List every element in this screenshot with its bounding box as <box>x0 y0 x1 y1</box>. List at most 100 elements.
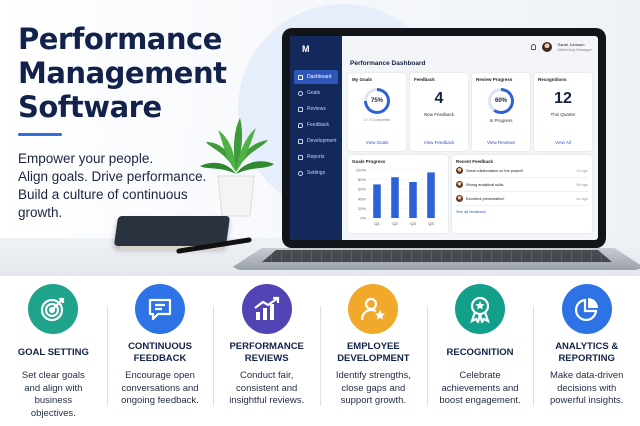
card-title: Review Progress <box>476 77 513 82</box>
sidebar-item-label: Settings <box>307 170 326 176</box>
summary-cards: My Goals 75% 3 / 4 Completed View Goals … <box>348 73 592 151</box>
feedback-sub: New Feedback <box>423 112 454 117</box>
feature-description: Identify strengths, close gaps and suppo… <box>335 370 411 406</box>
feature-description: Encourage open conversations and ongoing… <box>121 370 199 406</box>
x-tick-label: Q2 <box>392 221 398 226</box>
dashboard-app: M Dashboard Goals Reviews Feedback Devel… <box>290 36 598 240</box>
sidebar-item-reports[interactable]: Reports <box>294 150 338 164</box>
feedback-item[interactable]: Excellent presentation! 1w ago <box>456 192 588 206</box>
avatar[interactable] <box>541 42 552 52</box>
feedback-card: Feedback 4 New Feedback View Feedback <box>410 73 468 151</box>
award-ribbon-icon <box>455 284 506 334</box>
chart-bar[interactable] <box>391 177 399 218</box>
target-icon <box>28 284 79 334</box>
feature-description: Set clear goals and align with business … <box>21 370 85 419</box>
feature-analytics-reporting: ANALYTICS & REPORTING Make data-driven d… <box>533 284 640 426</box>
recognitions-card: Recognitions 12 This Quarter View All <box>534 73 592 151</box>
goals-progress-ring: 75% <box>364 88 390 114</box>
feature-title: ANALYTICS & REPORTING <box>555 341 619 364</box>
view-all-link[interactable]: View All <box>555 140 571 145</box>
my-goals-card: My Goals 75% 3 / 4 Completed View Goals <box>348 73 406 151</box>
y-tick-label: 100% <box>356 168 367 173</box>
sidebar-item-label: Development <box>307 138 337 144</box>
app-main: Sarah Johnson Marketing Manager Performa… <box>342 36 598 240</box>
page-title: Performance Management Software <box>18 22 248 124</box>
feedback-text: Strong analytical skills. <box>466 182 505 187</box>
feedback-text: Excellent presentation! <box>466 196 505 201</box>
chart-bar[interactable] <box>409 182 417 218</box>
feature-title: GOAL SETTING <box>17 347 89 358</box>
x-tick-label: Q3 <box>410 221 416 226</box>
sidebar-item-label: Feedback <box>307 122 329 128</box>
feature-title: EMPLOYEE DEVELOPMENT <box>337 341 410 364</box>
sidebar-item-development[interactable]: Development <box>294 134 338 148</box>
app-logo: M <box>302 44 310 54</box>
sidebar-item-dashboard[interactable]: Dashboard <box>294 70 338 84</box>
y-tick-label: 60% <box>358 187 366 192</box>
feature-title: RECOGNITION <box>446 347 514 358</box>
sidebar-item-feedback[interactable]: Feedback <box>294 118 338 132</box>
recognitions-count: 12 <box>554 90 572 107</box>
chat-icon <box>298 122 303 128</box>
hero-subtitle: Empower your people. Align goals. Drive … <box>18 150 238 222</box>
dashboard-icon <box>298 74 303 80</box>
sidebar-item-label: Reviews <box>307 106 326 112</box>
app-sidebar: M Dashboard Goals Reviews Feedback Devel… <box>290 36 342 240</box>
sidebar-item-goals[interactable]: Goals <box>294 86 338 100</box>
potted-plant-image <box>200 118 274 217</box>
view-goals-link[interactable]: View Goals <box>365 140 389 145</box>
sidebar-item-settings[interactable]: Settings <box>294 166 338 180</box>
review-progress-card: Review Progress 60% In Progress View Rev… <box>472 73 530 151</box>
goals-completed: 3 / 4 Completed <box>363 118 391 122</box>
y-tick-label: 0% <box>360 216 366 221</box>
user-info: Sarah Johnson Marketing Manager <box>558 42 592 52</box>
goals-percent: 75% <box>367 91 387 111</box>
laptop-screen: M Dashboard Goals Reviews Feedback Devel… <box>282 28 606 248</box>
title-line: Performance <box>18 22 222 56</box>
avatar <box>456 195 463 202</box>
feature-list: GOAL SETTING Set clear goals and align w… <box>0 284 640 426</box>
sidebar-item-reviews[interactable]: Reviews <box>294 102 338 116</box>
x-tick-label: Q4 <box>428 221 434 226</box>
chart-icon <box>298 154 303 160</box>
gear-icon <box>298 170 303 176</box>
bell-icon[interactable] <box>530 44 536 50</box>
subtitle-line: Empower your people. <box>18 151 154 166</box>
view-feedback-link[interactable]: View Feedback <box>423 140 455 145</box>
title-line: Software <box>18 90 162 124</box>
clipboard-icon <box>298 106 303 112</box>
feature-employee-development: EMPLOYEE DEVELOPMENT Identify strengths,… <box>320 284 427 426</box>
goals-chart-svg: 100% 80% 60% 40% 20% 0% Q1 Q2 Q3 Q4 <box>356 168 440 226</box>
chat-icon <box>135 284 185 334</box>
subtitle-line: growth. <box>18 205 63 220</box>
review-percent: 60% <box>491 91 511 111</box>
title-line: Management <box>18 56 227 90</box>
feature-title: CONTINUOUS FEEDBACK <box>128 341 192 364</box>
see-all-feedback-link[interactable]: See all feedback <box>456 209 486 214</box>
user-name: Sarah Johnson <box>557 42 585 47</box>
pie-chart-icon <box>561 284 612 334</box>
growth-icon <box>298 138 303 144</box>
view-reviews-link[interactable]: View Reviews <box>487 140 515 145</box>
y-tick-label: 20% <box>358 206 366 211</box>
target-icon <box>298 90 303 96</box>
feature-title: PERFORMANCE REVIEWS <box>229 341 304 364</box>
chart-bar[interactable] <box>373 184 381 218</box>
panel-title: Recent Feedback <box>456 159 494 164</box>
feedback-text: Great collaboration on the project! <box>466 168 524 173</box>
avatar <box>456 167 463 174</box>
card-title: Recognitions <box>538 77 567 82</box>
chart-title: Goals Progress <box>352 159 386 164</box>
subtitle-line: Align goals. Drive performance. <box>18 169 207 184</box>
y-tick-label: 80% <box>358 177 366 182</box>
feedback-item[interactable]: Great collaboration on the project! 2d a… <box>456 164 588 178</box>
feedback-item[interactable]: Strong analytical skills. 5d ago <box>456 178 588 192</box>
chart-bar[interactable] <box>427 172 435 218</box>
subtitle-line: Build a culture of continuous <box>18 187 188 202</box>
feedback-time: 2d ago <box>576 168 588 173</box>
title-underline <box>18 133 62 136</box>
laptop-keyboard <box>262 250 612 262</box>
feedback-time: 5d ago <box>576 182 588 187</box>
sidebar-item-label: Dashboard <box>307 74 332 80</box>
user-role: Marketing Manager <box>557 47 592 52</box>
